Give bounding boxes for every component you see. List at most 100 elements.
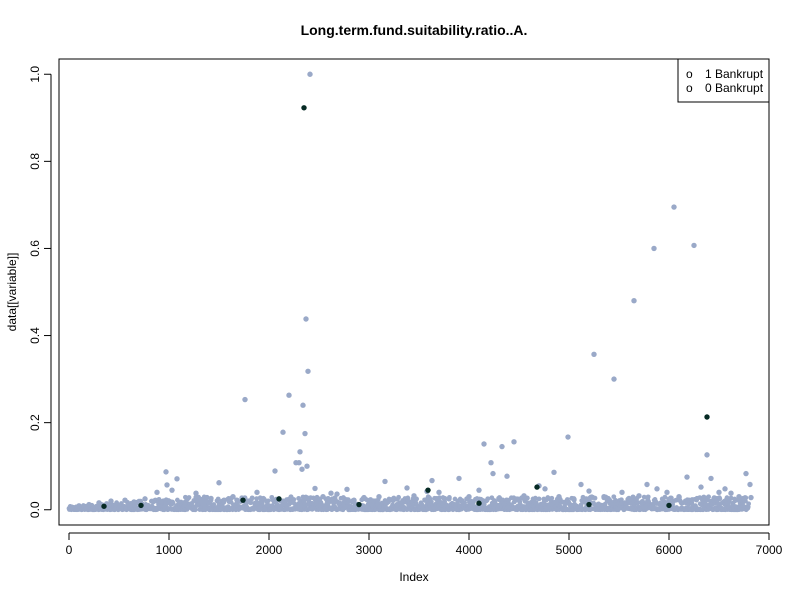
point-bankrupt-0 [741, 496, 747, 503]
point-bankrupt-0 [711, 495, 717, 502]
x-tick-label: 2000 [256, 543, 283, 557]
point-bankrupt-0 [328, 490, 334, 496]
point-bankrupt-0 [320, 493, 326, 500]
point-bankrupt-0 [254, 489, 260, 496]
point-bankrupt-0 [676, 493, 682, 500]
chart-title: Long.term.fund.suitability.ratio..A. [301, 22, 528, 38]
y-tick-label: 0.4 [28, 327, 42, 344]
point-bankrupt-0 [242, 396, 248, 403]
point-bankrupt-0 [499, 443, 505, 450]
point-bankrupt-0 [344, 486, 350, 492]
point-bankrupt-1 [276, 496, 282, 502]
point-bankrupt-0 [108, 498, 114, 504]
point-bankrupt-0 [76, 503, 82, 509]
point-bankrupt-0 [411, 493, 417, 499]
point-bankrupt-0 [193, 490, 199, 496]
point-bankrupt-0 [297, 449, 303, 455]
point-bankrupt-0 [636, 493, 642, 499]
points-layer [66, 71, 754, 513]
point-bankrupt-0 [490, 470, 496, 477]
point-bankrupt-0 [404, 485, 410, 491]
point-bankrupt-0 [728, 490, 734, 496]
y-tick-label: 0.8 [28, 153, 42, 170]
point-bankrupt-0 [280, 429, 286, 435]
point-bankrupt-0 [531, 497, 537, 503]
band-point [536, 496, 542, 502]
y-tick-label: 0.0 [28, 501, 42, 518]
point-bankrupt-1 [425, 487, 431, 493]
band-point [211, 502, 217, 507]
x-tick-label: 4000 [456, 543, 483, 557]
point-bankrupt-1 [704, 414, 710, 420]
point-bankrupt-0 [303, 316, 309, 322]
band-point [549, 495, 555, 501]
point-bankrupt-0 [316, 498, 322, 504]
band-point [485, 496, 491, 502]
point-bankrupt-0 [174, 476, 180, 482]
band-point [717, 496, 723, 502]
band-point [706, 494, 711, 500]
point-bankrupt-0 [466, 493, 472, 500]
point-bankrupt-0 [651, 245, 657, 252]
band-point [193, 507, 198, 513]
point-bankrupt-0 [551, 469, 557, 476]
point-bankrupt-1 [240, 497, 246, 503]
point-bankrupt-0 [376, 493, 382, 500]
x-tick-label: 1000 [156, 543, 183, 557]
band-point [611, 494, 617, 500]
point-bankrupt-1 [301, 105, 307, 111]
legend-symbol-0: o [686, 81, 693, 95]
point-bankrupt-0 [511, 439, 517, 445]
legend: o 1 Bankrupt o 0 Bankrupt [677, 58, 770, 103]
point-bankrupt-1 [586, 501, 592, 508]
point-bankrupt-0 [611, 376, 617, 382]
point-bankrupt-0 [312, 485, 318, 492]
x-tick-label: 5000 [556, 543, 583, 557]
band-point [645, 494, 651, 500]
y-tick-label: 0.6 [28, 240, 42, 257]
point-bankrupt-0 [748, 494, 754, 501]
y-axis-label: data[[variable]] [5, 253, 19, 332]
band-point [249, 495, 255, 501]
point-bankrupt-1 [476, 500, 482, 506]
point-bankrupt-0 [154, 489, 160, 496]
legend-label-1: 1 Bankrupt [705, 67, 764, 81]
band-point [630, 494, 636, 500]
point-bankrupt-0 [307, 71, 313, 77]
point-bankrupt-0 [481, 441, 487, 447]
point-bankrupt-0 [591, 351, 597, 357]
point-bankrupt-0 [151, 498, 157, 504]
band-point [396, 494, 401, 500]
point-bankrupt-0 [230, 493, 236, 500]
point-bankrupt-0 [86, 501, 92, 508]
band-point [254, 496, 259, 502]
point-bankrupt-0 [743, 470, 749, 477]
point-bankrupt-0 [299, 466, 305, 472]
x-tick-label: 0 [66, 543, 73, 557]
point-bankrupt-0 [201, 498, 207, 504]
point-bankrupt-0 [286, 392, 292, 398]
point-bankrupt-0 [261, 496, 267, 503]
point-bankrupt-0 [446, 496, 452, 502]
x-tick-label: 7000 [756, 543, 783, 557]
point-bankrupt-0 [476, 487, 482, 493]
point-bankrupt-0 [69, 504, 75, 510]
point-bankrupt-0 [302, 430, 308, 437]
band-point [442, 495, 448, 501]
point-bankrupt-0 [565, 434, 571, 440]
point-bankrupt-0 [488, 460, 494, 466]
point-bankrupt-0 [586, 488, 592, 494]
legend-symbol-1: o [686, 67, 693, 81]
y-axis: 0.0 0.2 0.4 0.6 0.8 1.0 [28, 66, 52, 518]
point-bankrupt-0 [626, 495, 632, 502]
band-point [437, 495, 442, 501]
point-bankrupt-0 [736, 493, 742, 500]
band-point [728, 495, 734, 501]
point-bankrupt-0 [164, 482, 170, 488]
point-bankrupt-0 [456, 475, 462, 482]
point-bankrupt-0 [221, 497, 227, 503]
band-point [425, 506, 431, 512]
point-bankrupt-0 [216, 480, 222, 486]
point-bankrupt-0 [288, 494, 294, 501]
